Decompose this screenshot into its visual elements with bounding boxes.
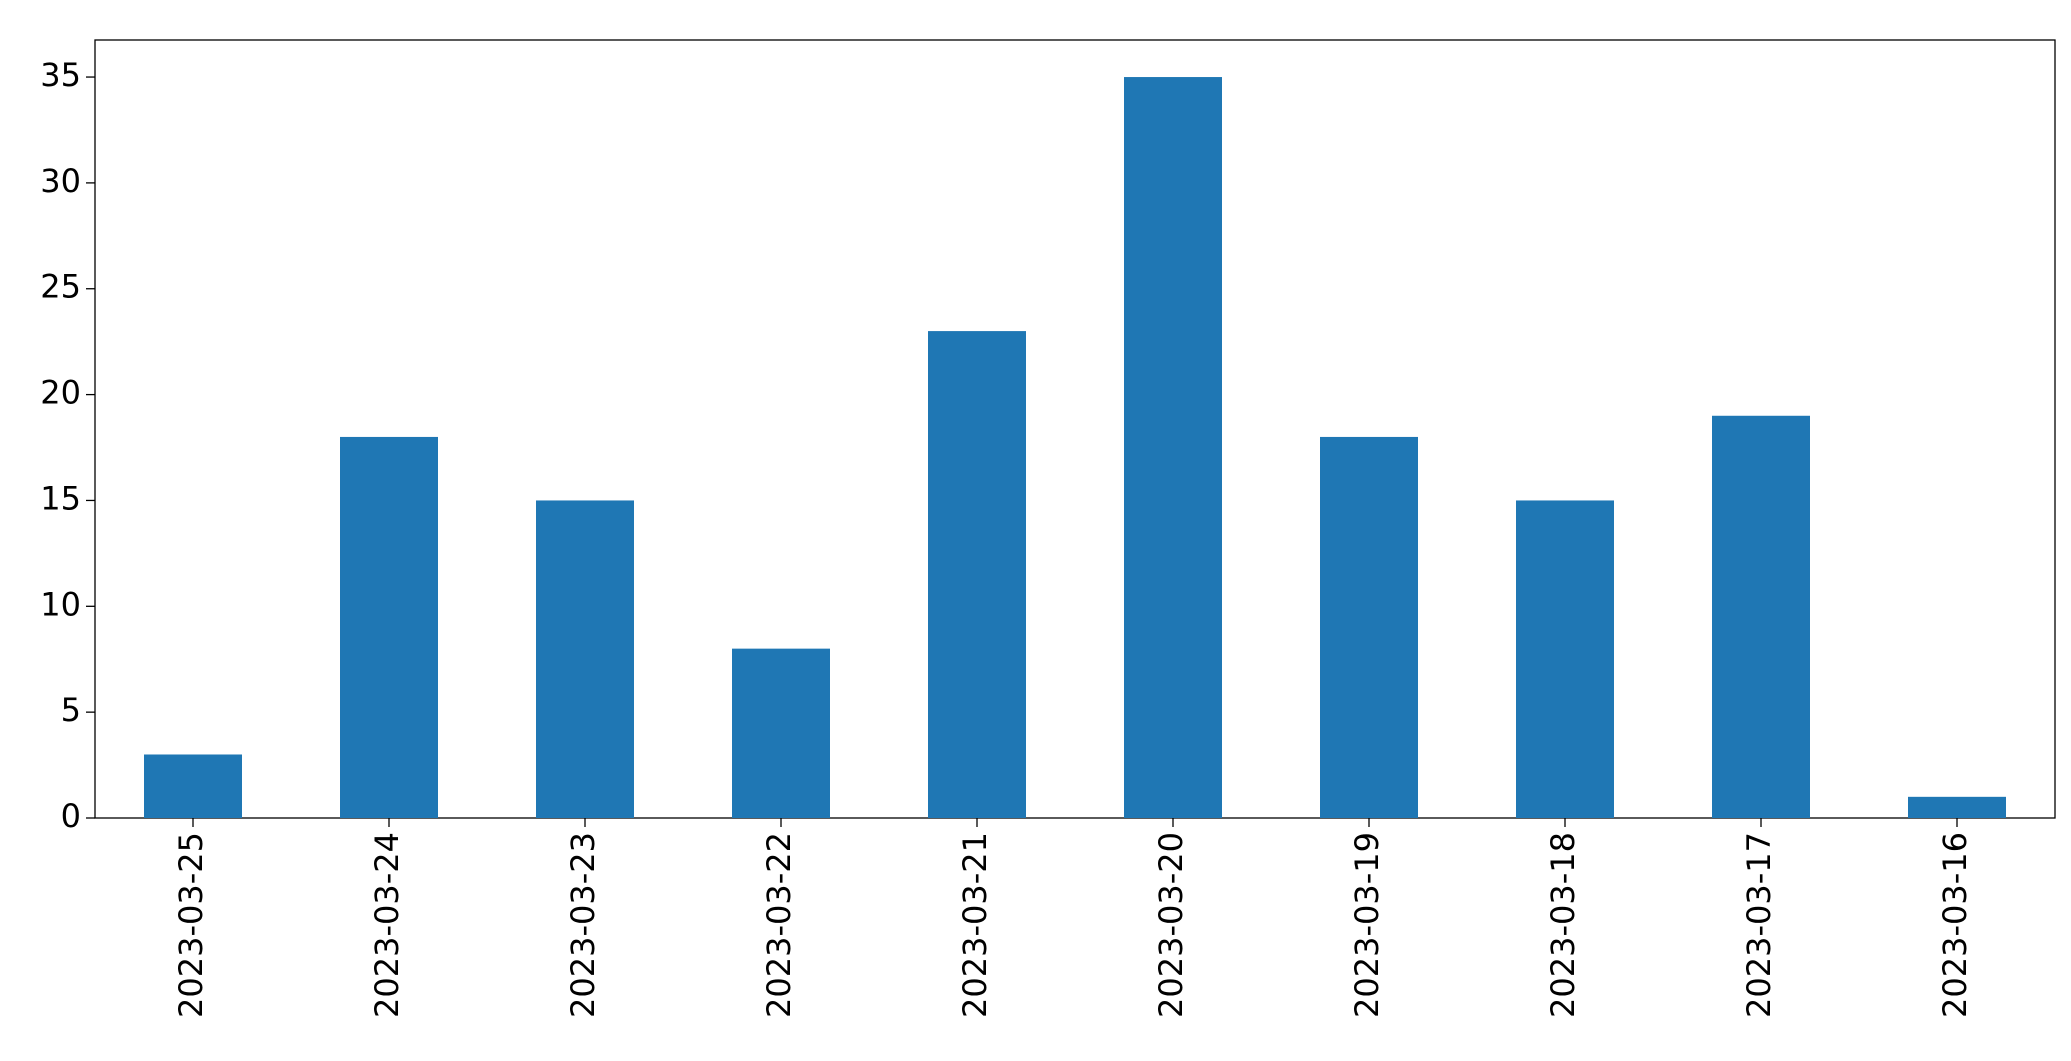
y-tick-label: 25 [40, 268, 81, 306]
y-tick-label: 15 [40, 479, 81, 517]
x-tick-label: 2023-03-21 [956, 832, 994, 1018]
bar [1712, 415, 1810, 818]
y-tick-label: 20 [40, 374, 81, 412]
y-tick-label: 0 [61, 797, 81, 835]
x-tick-label: 2023-03-22 [760, 832, 798, 1018]
bar [732, 648, 830, 818]
y-tick-label: 5 [61, 691, 81, 729]
bar [1908, 796, 2006, 818]
x-tick-label: 2023-03-23 [564, 832, 602, 1018]
bar [340, 436, 438, 818]
x-tick-label: 2023-03-16 [1936, 832, 1974, 1018]
bar [1320, 436, 1418, 818]
plot-frame [94, 39, 2056, 819]
bar [928, 331, 1026, 818]
bar [536, 500, 634, 818]
bar [1124, 77, 1222, 819]
x-tick-label: 2023-03-24 [368, 832, 406, 1018]
bar [1516, 500, 1614, 818]
y-tick-label: 35 [40, 56, 81, 94]
bar [144, 754, 242, 818]
y-tick-label: 30 [40, 162, 81, 200]
x-tick-label: 2023-03-17 [1740, 832, 1778, 1018]
x-tick-label: 2023-03-25 [172, 832, 210, 1018]
x-tick-label: 2023-03-20 [1152, 832, 1190, 1018]
x-tick-label: 2023-03-19 [1348, 832, 1386, 1018]
x-tick-label: 2023-03-18 [1544, 832, 1582, 1018]
y-tick-label: 10 [40, 585, 81, 623]
